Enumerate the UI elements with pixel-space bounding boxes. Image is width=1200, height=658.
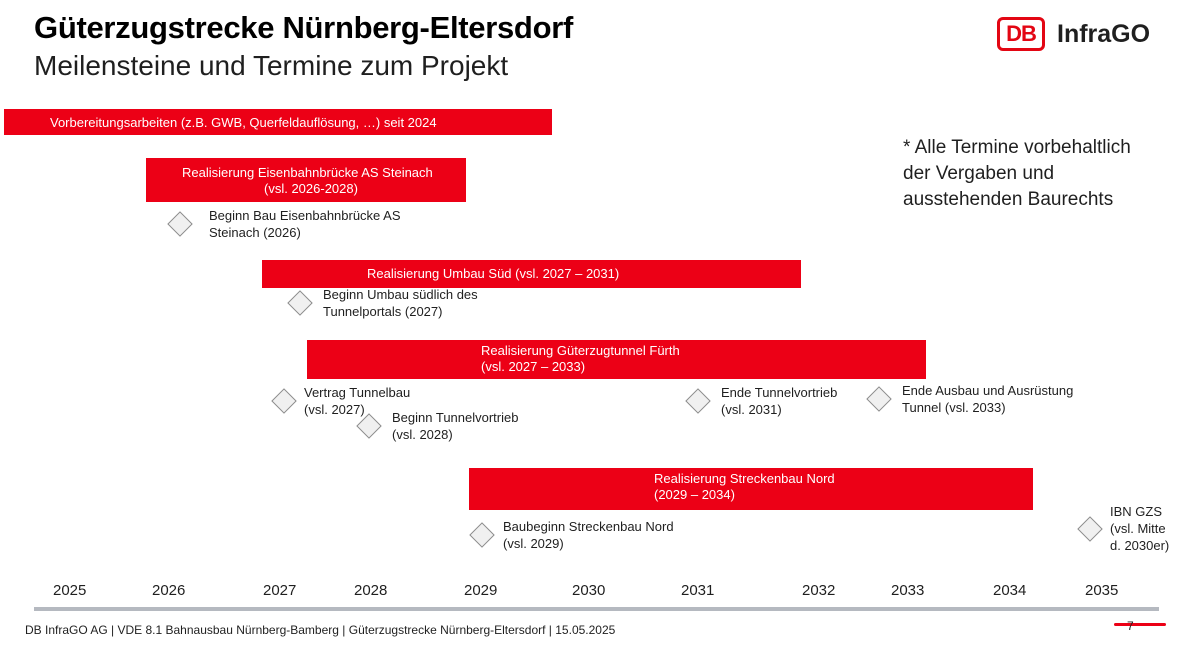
milestone-diamond-icon <box>469 522 495 548</box>
bar-gueterzugtunnel: Realisierung Güterzugtunnel Fürth (vsl. … <box>307 340 926 379</box>
milestone-label: Beginn Tunnelvortrieb <box>392 410 519 425</box>
year-label: 2030 <box>572 582 606 599</box>
milestone-diamond-icon <box>685 388 711 414</box>
milestone-label: (vsl. 2029) <box>503 536 564 551</box>
note-line: der Vergaben und <box>903 163 1055 184</box>
bar-umbau-sued: Realisierung Umbau Süd (vsl. 2027 – 2031… <box>262 260 801 288</box>
milestone-label: (vsl. 2028) <box>392 427 453 442</box>
bar-label: Vorbereitungsarbeiten (z.B. GWB, Querfel… <box>50 115 437 130</box>
milestone-diamond-icon <box>1077 515 1103 542</box>
milestone-label: IBN GZS <box>1110 504 1163 519</box>
note-line: * Alle Termine vorbehaltlich <box>903 137 1131 158</box>
milestone-beginn-umbau-sued: Beginn Umbau südlich des Tunnelportals (… <box>287 286 478 320</box>
milestone-ibn-gzs: IBN GZS (vsl. Mitte d. 2030er) <box>1077 503 1170 554</box>
bar-streckenbau-nord: Realisierung Streckenbau Nord (2029 – 20… <box>469 468 1033 510</box>
bar-label: Realisierung Streckenbau Nord <box>654 471 835 486</box>
bar-eisenbahnbruecke: Realisierung Eisenbahnbrücke AS Steinach… <box>146 158 466 202</box>
milestone-label: (vsl. 2027) <box>304 402 365 417</box>
milestone-label: (vsl. Mitte <box>1110 521 1166 536</box>
milestone-diamond-icon <box>167 211 193 237</box>
year-label: 2027 <box>263 582 297 599</box>
milestone-label: Beginn Umbau südlich des <box>323 287 478 302</box>
note-line: ausstehenden Baurechts <box>903 189 1114 210</box>
page-number-accent <box>1114 623 1166 626</box>
milestone-label: Steinach (2026) <box>209 225 301 240</box>
milestone-ende-tunnelvortrieb: Ende Tunnelvortrieb (vsl. 2031) <box>685 384 838 418</box>
year-label: 2025 <box>53 582 87 599</box>
milestone-diamond-icon <box>866 386 892 412</box>
bar-label: Realisierung Eisenbahnbrücke AS Steinach <box>182 165 433 180</box>
milestone-vertrag-tunnelbau: Vertrag Tunnelbau (vsl. 2027) <box>271 384 411 418</box>
bar-label: Realisierung Umbau Süd (vsl. 2027 – 2031… <box>367 266 620 281</box>
milestone-ende-ausbau-tunnel: Ende Ausbau und Ausrüstung Tunnel (vsl. … <box>866 382 1074 416</box>
milestone-beginn-tunnelvortrieb: Beginn Tunnelvortrieb (vsl. 2028) <box>356 409 519 443</box>
bar-label: Realisierung Güterzugtunnel Fürth <box>481 343 680 358</box>
footer-text: DB InfraGO AG | VDE 8.1 Bahnausbau Nürnb… <box>25 623 616 637</box>
year-label: 2031 <box>681 582 715 599</box>
page-subtitle: Meilensteine und Termine zum Projekt <box>34 50 509 81</box>
milestone-label: d. 2030er) <box>1110 538 1170 553</box>
year-label: 2029 <box>464 582 498 599</box>
milestone-label: (vsl. 2031) <box>721 402 782 417</box>
year-label: 2034 <box>993 582 1027 599</box>
milestone-baubeginn-streckenbau-nord: Baubeginn Streckenbau Nord (vsl. 2029) <box>469 518 674 552</box>
page-number: 7 <box>1127 619 1134 633</box>
milestone-diamond-icon <box>356 413 382 439</box>
bar-label: (2029 – 2034) <box>654 487 735 502</box>
year-label: 2033 <box>891 582 925 599</box>
milestone-label: Tunnel (vsl. 2033) <box>902 400 1006 415</box>
page-title: Güterzugstrecke Nürnberg-Eltersdorf <box>34 10 573 45</box>
db-infrago-logo: DB InfraGO <box>997 17 1150 51</box>
milestone-label: Tunnelportals (2027) <box>323 304 443 319</box>
bar-label: (vsl. 2027 – 2033) <box>481 359 586 374</box>
timeline-axis <box>34 607 1159 611</box>
disclaimer-note: * Alle Termine vorbehaltlich der Vergabe… <box>903 135 1183 213</box>
milestone-label: Baubeginn Streckenbau Nord <box>503 519 674 534</box>
milestone-label: Ende Ausbau und Ausrüstung <box>902 383 1074 398</box>
year-label: 2028 <box>354 582 388 599</box>
milestone-diamond-icon <box>271 388 297 414</box>
milestone-label: Vertrag Tunnelbau <box>304 385 411 400</box>
milestone-beginn-bau-bruecke: Beginn Bau Eisenbahnbrücke AS Steinach (… <box>167 207 401 241</box>
year-label: 2032 <box>802 582 836 599</box>
milestone-diamond-icon <box>287 290 313 316</box>
bar-vorbereitungsarbeiten: Vorbereitungsarbeiten (z.B. GWB, Querfel… <box>4 109 552 135</box>
milestone-label: Beginn Bau Eisenbahnbrücke AS <box>209 208 401 223</box>
milestone-label: Ende Tunnelvortrieb <box>721 385 838 400</box>
db-logo-icon: DB <box>997 17 1045 51</box>
year-label: 2035 <box>1085 582 1119 599</box>
bar-label: (vsl. 2026-2028) <box>264 181 358 196</box>
year-label: 2026 <box>152 582 186 599</box>
logo-text: InfraGO <box>1057 19 1151 48</box>
